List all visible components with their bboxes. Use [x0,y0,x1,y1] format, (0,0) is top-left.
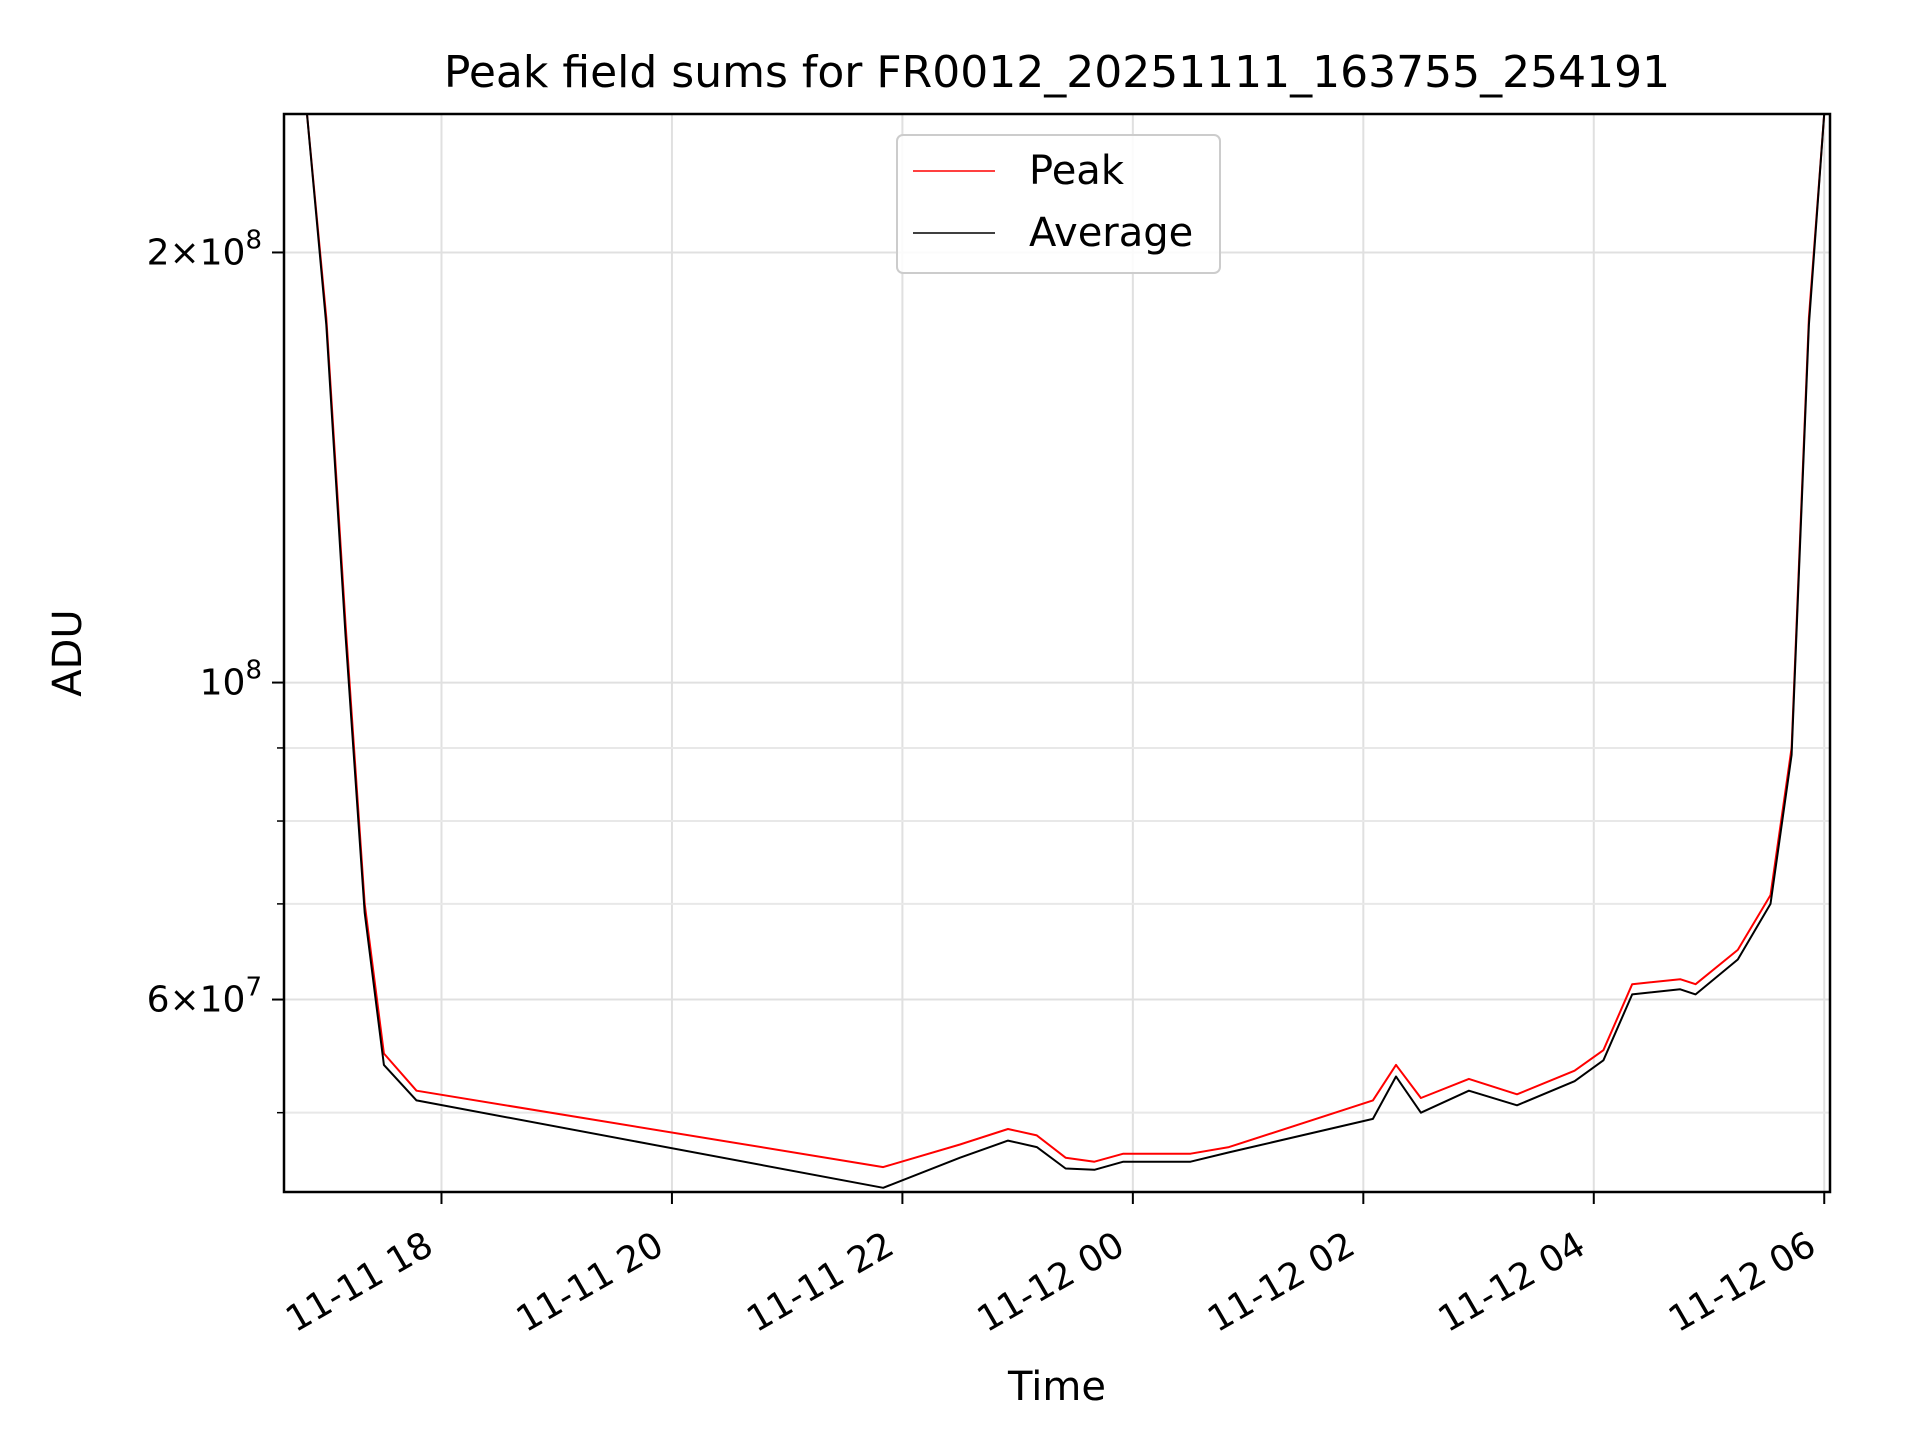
y-tick-label: 2×108 [147,225,262,273]
series-layer [284,113,1830,1189]
y-axis-label: ADU [45,609,91,696]
legend-label-peak: Peak [1029,148,1125,194]
series-line-peak [284,113,1830,1169]
plot-frame [282,112,1832,1194]
legend-label-average: Average [1029,210,1193,256]
y-tick-label: 6×107 [147,973,262,1021]
series-line-average [284,113,1830,1189]
chart-title: Peak field sums for FR0012_20251111_1637… [444,47,1670,98]
legend: Peak Average [896,134,1221,274]
legend-box [896,134,1221,274]
x-axis-label: Time [1007,1364,1106,1410]
grid-lines [284,114,1830,1192]
